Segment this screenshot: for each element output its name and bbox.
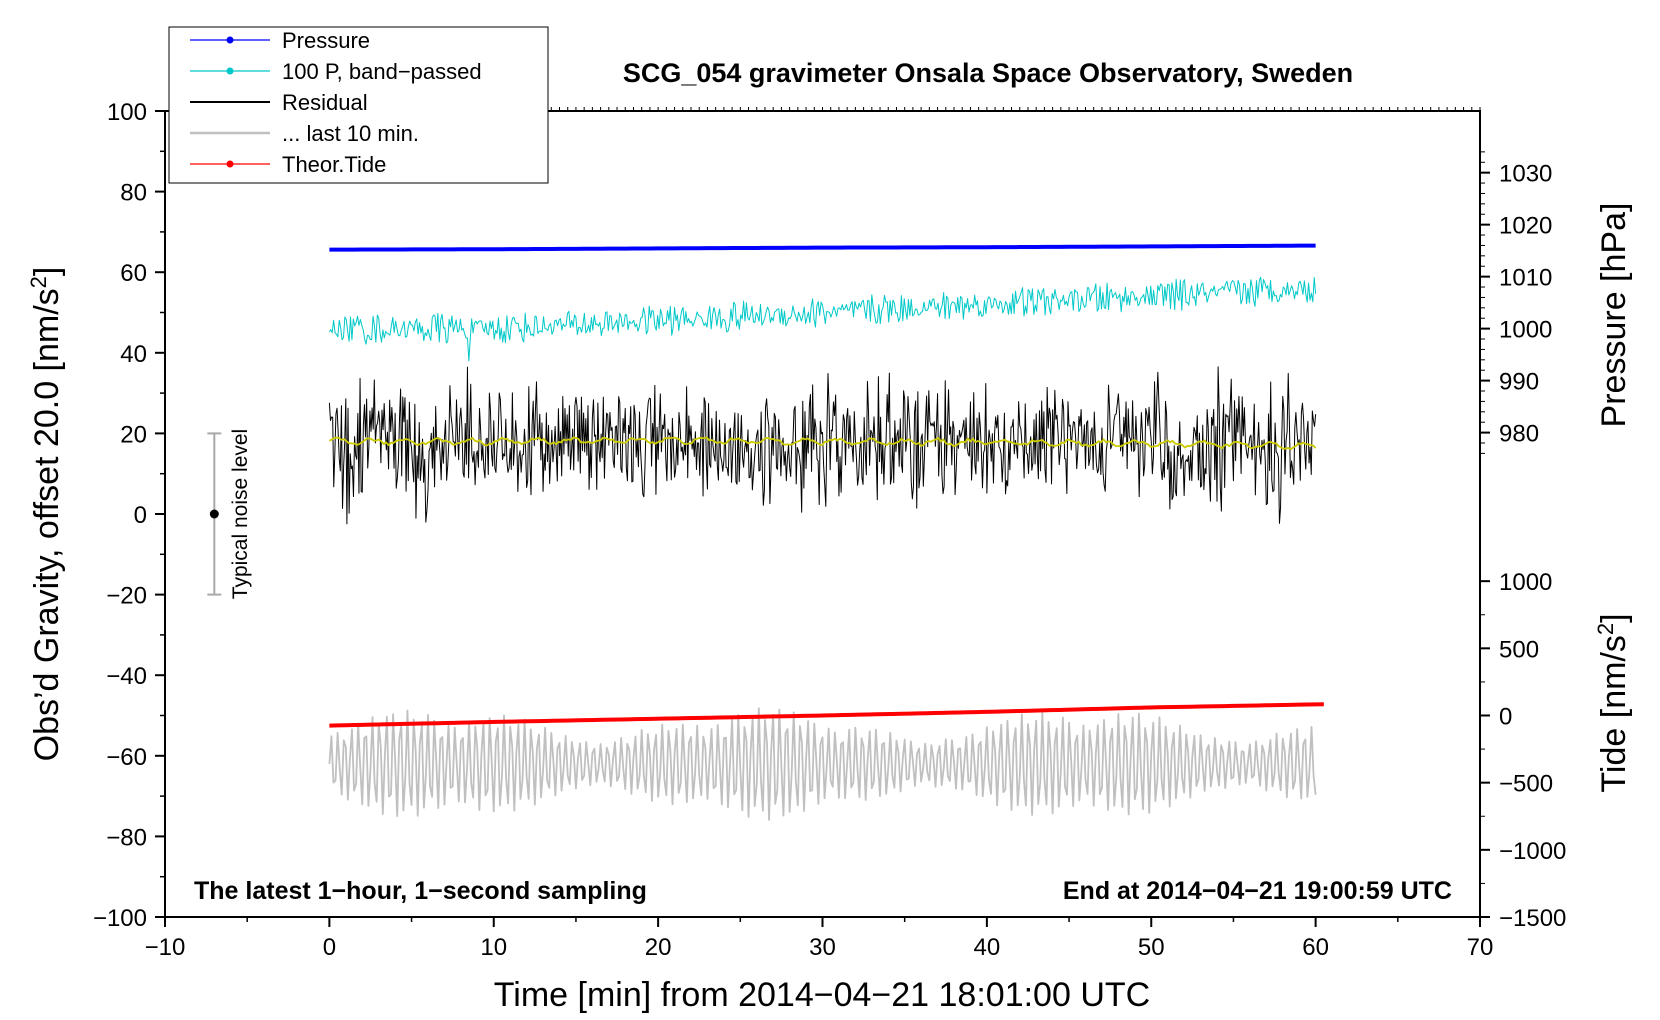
legend-marker-swatch <box>226 67 234 75</box>
x-tick-label: −10 <box>145 934 186 961</box>
pressure-tick-label: 980 <box>1499 421 1539 448</box>
noise-level-indicator: Typical noise level <box>207 429 252 599</box>
y-tick-label: 60 <box>120 260 147 287</box>
tide-axis-title-end: ] <box>1595 613 1633 622</box>
series-layer <box>328 243 1324 821</box>
legend-marker-swatch <box>226 160 234 168</box>
legend-box <box>168 26 549 184</box>
tick-label-layer: −10 0 10 20 30 40 50 60 70−100−80−60−40−20020406… <box>93 99 1566 961</box>
series-line <box>328 366 1317 525</box>
annotation-bottom-left: The latest 1−hour, 1−second sampling <box>194 877 647 905</box>
y-tick-label: −40 <box>106 663 147 690</box>
pressure-tick-label: 1020 <box>1499 213 1552 240</box>
y-axis-title-main: Obs’d Gravity, offset 20.0 [nm/s <box>28 288 66 761</box>
pressure-tick-label: 1030 <box>1499 161 1552 188</box>
legend-label-theor-tide: Theor.Tide <box>282 152 386 177</box>
noise-level-label: Typical noise level <box>229 429 252 599</box>
series-line <box>329 702 1324 728</box>
tide-tick-label: −1000 <box>1499 838 1566 865</box>
x-tick-label: 60 <box>1302 934 1329 961</box>
x-axis-title: Time [min] from 2014−04−21 18:01:00 UTC <box>494 976 1150 1014</box>
x-tick-label: 10 <box>480 934 507 961</box>
tide-axis-title: Tide [nm/s2] <box>1593 613 1634 792</box>
y-tick-label: −80 <box>106 824 147 851</box>
pressure-tick-label: 1000 <box>1499 317 1552 344</box>
axis-layer <box>155 107 1490 927</box>
y-axis-title: Obs’d Gravity, offset 20.0 [nm/s2] <box>26 267 67 762</box>
y-axis-title-end: ] <box>28 267 66 276</box>
y-tick-label: 100 <box>107 99 147 126</box>
pressure-axis-title: Pressure [hPa] <box>1595 203 1633 428</box>
y-tick-label: −60 <box>106 744 147 771</box>
tide-axis-title-sup: 2 <box>1593 623 1618 635</box>
x-tick-label: 50 <box>1138 934 1165 961</box>
x-tick-label: 30 <box>809 934 836 961</box>
y-axis-title-sup: 2 <box>26 276 51 288</box>
pressure-tick-label: 990 <box>1499 369 1539 396</box>
noise-bar-center-dot <box>209 509 219 519</box>
legend: Pressure 100 P, band−passed Residual ...… <box>168 26 549 184</box>
legend-label-residual: Residual <box>282 90 368 115</box>
legend-label-bandpassed: 100 P, band−passed <box>282 59 482 84</box>
y-tick-label: 80 <box>120 180 147 207</box>
legend-label-last-10-min: ... last 10 min. <box>282 121 419 146</box>
y-tick-label: −100 <box>93 905 147 932</box>
series-line <box>328 436 1317 451</box>
tide-tick-label: 500 <box>1499 636 1539 663</box>
legend-marker-swatch <box>226 36 234 44</box>
tide-tick-label: −500 <box>1499 771 1553 798</box>
y-tick-label: 0 <box>134 502 147 529</box>
x-tick-label: 70 <box>1467 934 1494 961</box>
legend-label-pressure: Pressure <box>282 28 370 53</box>
y-tick-label: 40 <box>120 341 147 368</box>
x-tick-label: 40 <box>974 934 1001 961</box>
legend-entries <box>190 36 270 168</box>
annotation-bottom-right: End at 2014−04−21 19:00:59 UTC <box>1063 877 1452 905</box>
tide-tick-label: 1000 <box>1499 569 1552 596</box>
series-line <box>328 276 1317 362</box>
x-tick-label: 20 <box>645 934 672 961</box>
series-line <box>329 243 1316 252</box>
chart-title: SCG_054 gravimeter Onsala Space Observat… <box>623 58 1353 88</box>
tide-tick-label: −1500 <box>1499 905 1566 932</box>
y-tick-label: −20 <box>106 583 147 610</box>
x-tick-label: 0 <box>323 934 336 961</box>
y-tick-label: 20 <box>120 421 147 448</box>
tide-axis-title-main: Tide [nm/s <box>1595 635 1633 792</box>
tide-tick-label: 0 <box>1499 704 1512 731</box>
series-line <box>328 707 1317 821</box>
pressure-tick-label: 1010 <box>1499 265 1552 292</box>
